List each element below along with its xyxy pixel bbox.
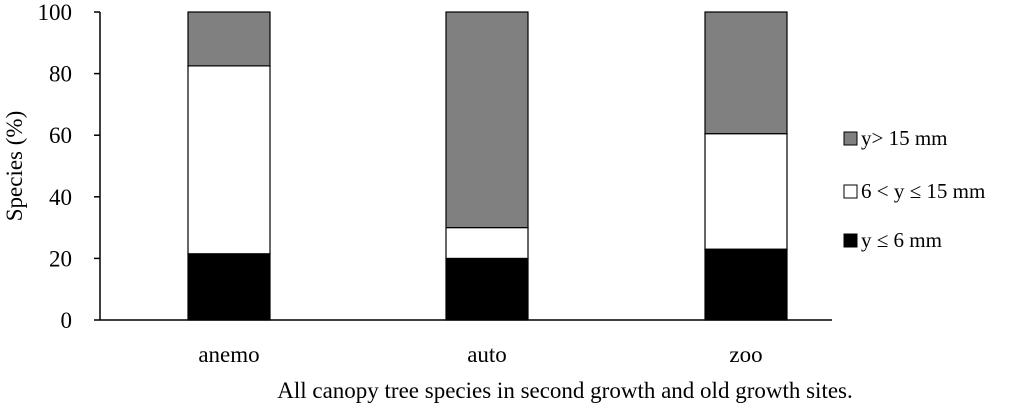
- y-tick-label-60: 60: [49, 123, 72, 148]
- legend: y> 15 mm 6 < y ≤ 15 mm y ≤ 6 mm: [843, 126, 985, 252]
- y-tick-label-0: 0: [61, 308, 73, 333]
- bars: [187, 11, 788, 321]
- bar-anemo-series-1: [187, 253, 271, 321]
- bar-zoo-series-1: [704, 248, 788, 321]
- bar-auto-series-3: [445, 11, 529, 229]
- y-tick-label-40: 40: [49, 185, 72, 210]
- x-tick-label-anemo: anemo: [198, 342, 259, 367]
- x-tick-label-auto: auto: [467, 342, 507, 367]
- bar-anemo-series-2: [187, 65, 271, 255]
- legend-label-2: 6 < y ≤ 15 mm: [861, 179, 985, 203]
- legend-swatch-2: [843, 184, 858, 199]
- bar-anemo-series-3: [187, 11, 271, 67]
- bar-auto-series-2: [445, 227, 529, 260]
- y-axis-ticks: 0 20 40 60 80 100: [38, 0, 100, 333]
- y-tick-label-100: 100: [38, 0, 73, 25]
- bar-zoo-series-3: [704, 11, 788, 135]
- bar-auto-series-1: [445, 257, 529, 321]
- x-tick-label-zoo: zoo: [729, 342, 762, 367]
- y-tick-label-20: 20: [49, 246, 72, 271]
- legend-swatch-3: [843, 233, 858, 248]
- x-axis-label: All canopy tree species in second growth…: [277, 378, 853, 403]
- y-axis-label: Species (%): [2, 111, 27, 222]
- bar-zoo-series-2: [704, 133, 788, 250]
- y-tick-label-80: 80: [49, 62, 72, 87]
- legend-label-3: y ≤ 6 mm: [861, 228, 942, 252]
- legend-label-1: y> 15 mm: [861, 126, 948, 150]
- legend-swatch-1: [843, 131, 858, 146]
- x-axis-tick-labels: anemo auto zoo: [198, 342, 762, 367]
